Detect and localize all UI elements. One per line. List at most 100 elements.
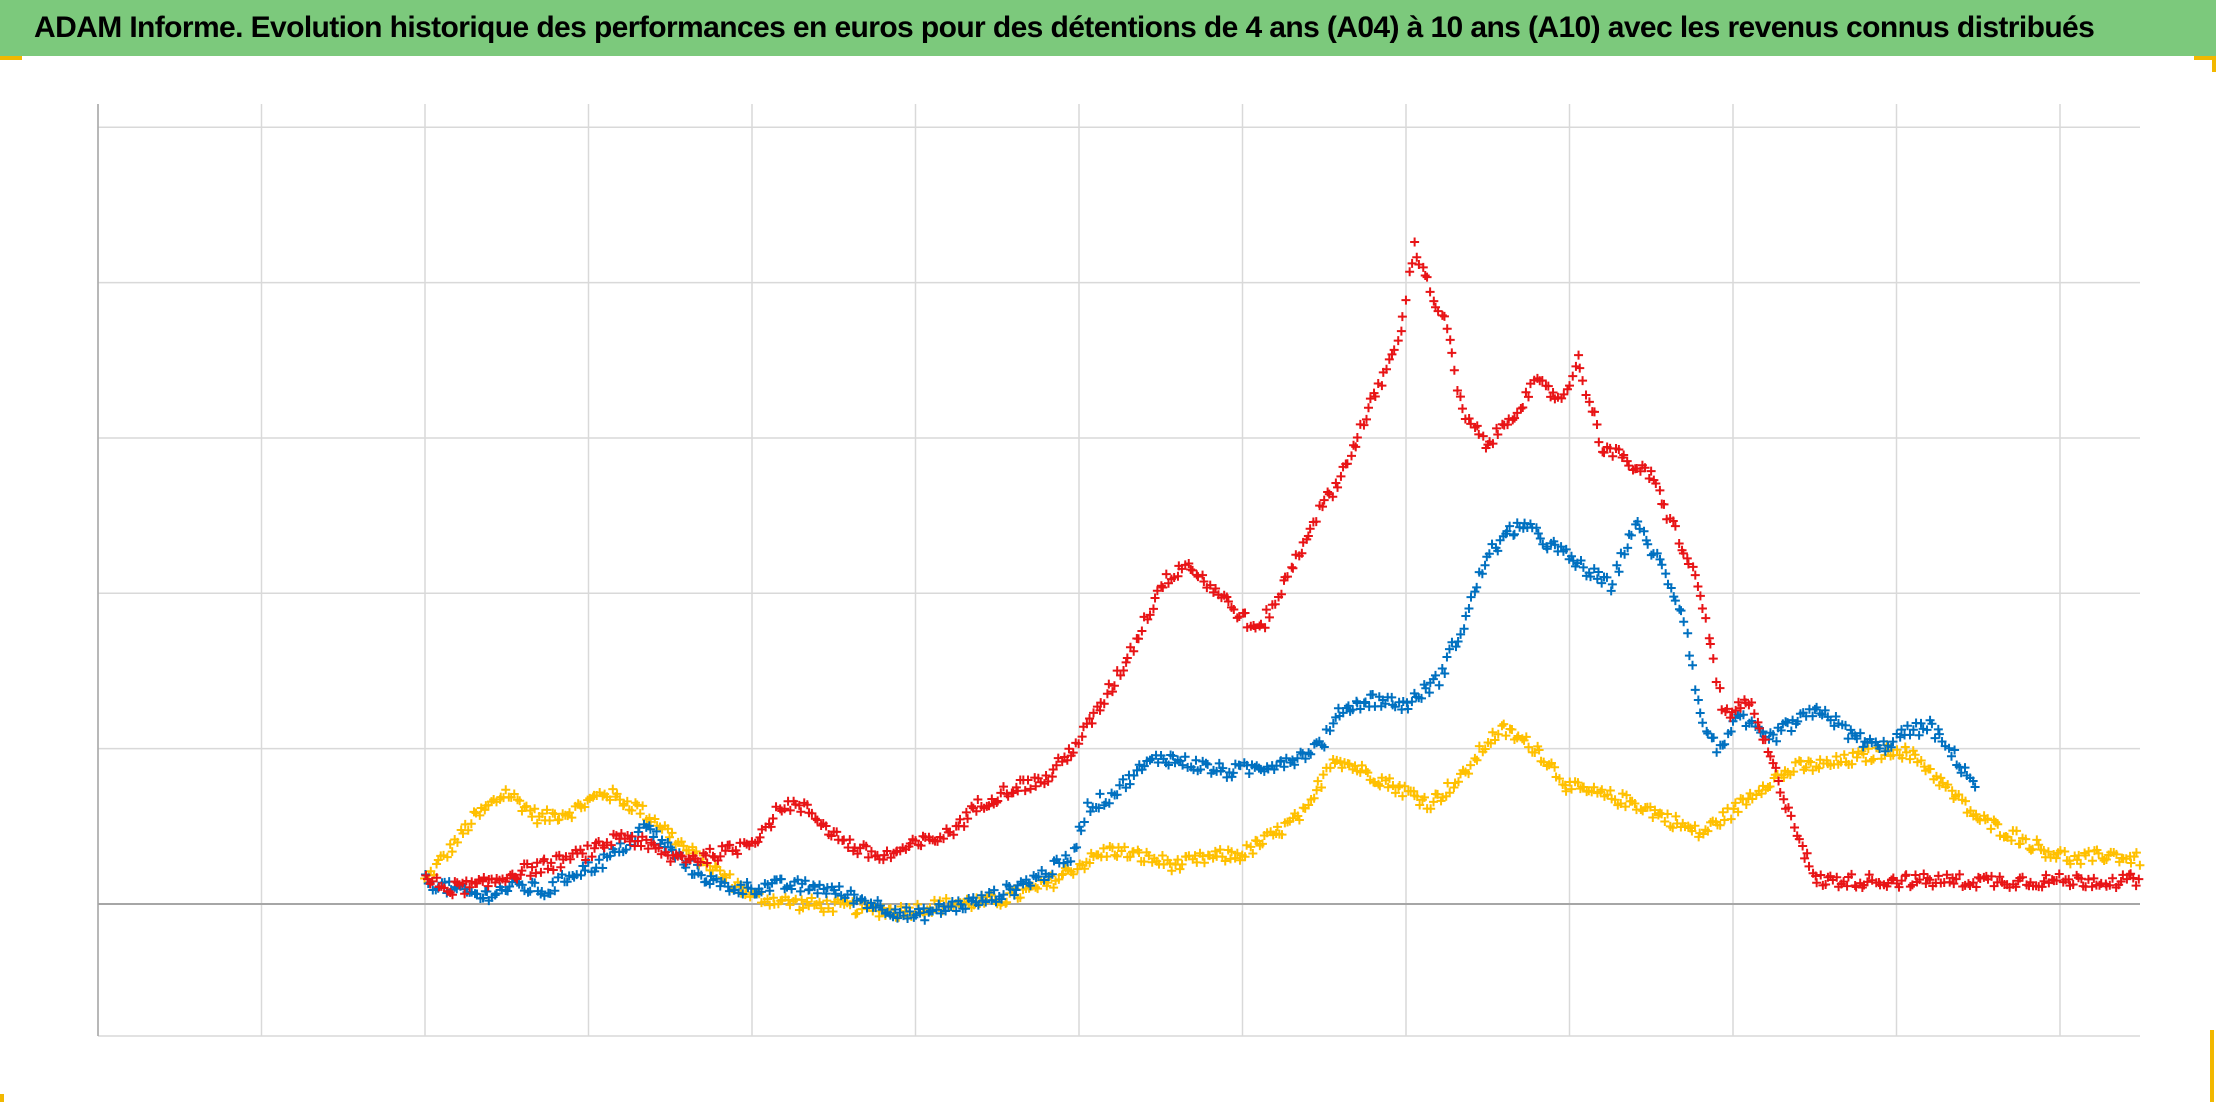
data-point-marker [1698,718,1708,728]
data-point-marker [984,801,994,811]
data-point-marker [1068,748,1078,758]
data-point-marker [831,889,841,899]
data-point-marker [1405,267,1415,277]
data-point-marker [1180,752,1190,762]
data-point-marker [1099,843,1109,853]
data-point-marker [458,828,468,838]
data-point-marker [797,895,807,905]
data-point-marker [1688,562,1698,572]
data-point-marker [920,915,930,925]
data-point-marker [1429,296,1439,306]
data-point-marker [1488,439,1498,449]
data-point-marker [1023,775,1033,785]
data-point-marker [641,835,651,845]
data-point-marker [1760,735,1770,745]
data-point-marker [1643,539,1653,549]
data-point-marker [1774,776,1784,786]
data-point-marker [1644,474,1654,484]
data-point-marker [1622,456,1632,466]
data-point-marker [556,862,566,872]
data-point-marker [580,802,590,812]
data-point-marker [478,893,488,903]
data-point-marker [1507,725,1517,735]
data-point-marker [1445,788,1455,798]
data-point-marker [1033,884,1043,894]
data-point-marker [1043,776,1053,786]
data-point-marker [636,841,646,851]
data-point-marker [666,856,676,866]
data-point-marker [1690,821,1700,831]
data-point-marker [1831,712,1841,722]
data-point-marker [447,847,457,857]
data-point-marker [1095,705,1105,715]
data-point-marker [625,836,635,846]
data-point-marker [807,893,817,903]
data-point-marker [882,846,892,856]
data-point-marker [861,841,871,851]
data-point-marker [590,843,600,853]
data-point-marker [581,855,591,865]
data-point-marker [442,852,452,862]
data-point-marker [1855,728,1865,738]
data-point-marker [1363,768,1373,778]
data-point-marker [1276,589,1286,599]
data-point-marker [1464,769,1474,779]
data-point-marker [1646,550,1656,560]
data-point-marker [677,851,687,861]
data-point-marker [1970,782,1980,792]
data-point-marker [1847,759,1857,769]
data-point-marker [1620,802,1630,812]
data-point-marker [1325,763,1335,773]
data-point-marker [657,835,667,845]
data-point-marker [1614,567,1624,577]
data-point-marker [959,821,969,831]
data-point-marker [1442,652,1452,662]
data-point-marker [1229,605,1239,615]
data-point-marker [1361,697,1370,707]
data-point-marker [1156,581,1166,591]
data-point-marker [536,867,546,877]
data-point-marker [1670,521,1680,531]
data-point-marker [1847,869,1857,879]
data-point-marker [1910,750,1920,760]
data-point-marker [522,859,532,869]
data-point-marker [2043,847,2053,857]
data-point-marker [796,807,806,817]
frame-corner-top-right [2194,56,2216,60]
data-point-marker [1214,758,1224,768]
data-point-marker [717,841,727,851]
data-point-marker [1633,517,1643,527]
data-point-marker [1370,391,1380,401]
data-point-marker [530,804,540,814]
data-point-marker [2032,835,2042,845]
data-point-marker [1505,521,1515,531]
data-point-marker [1905,882,1915,892]
data-point-marker [1309,793,1319,803]
data-point-marker [1616,798,1626,808]
data-point-marker [1726,727,1736,737]
data-point-marker [1407,697,1417,707]
data-point-marker [2105,880,2115,890]
data-point-marker [1125,852,1135,862]
data-point-marker [1344,759,1354,769]
data-point-marker [1410,237,1420,247]
data-point-marker [1390,788,1400,798]
data-point-marker [1753,717,1763,727]
data-point-marker [580,865,590,875]
data-point-marker [1102,851,1112,861]
data-point-marker [612,789,622,799]
data-point-marker [997,894,1007,904]
data-point-marker [1157,850,1167,860]
data-point-marker [1908,725,1918,735]
data-point-marker [1342,459,1352,469]
data-point-marker [1559,389,1569,399]
data-point-marker [1418,262,1428,272]
chart-title: ADAM Informe. Evolution historique des p… [34,11,2095,44]
data-point-marker [1199,858,1209,868]
data-point-marker [517,880,527,890]
data-point-marker [936,908,946,918]
data-point-marker [1626,530,1636,540]
data-point-marker [1679,617,1689,627]
data-point-marker [598,863,608,873]
data-point-marker [1599,448,1609,458]
